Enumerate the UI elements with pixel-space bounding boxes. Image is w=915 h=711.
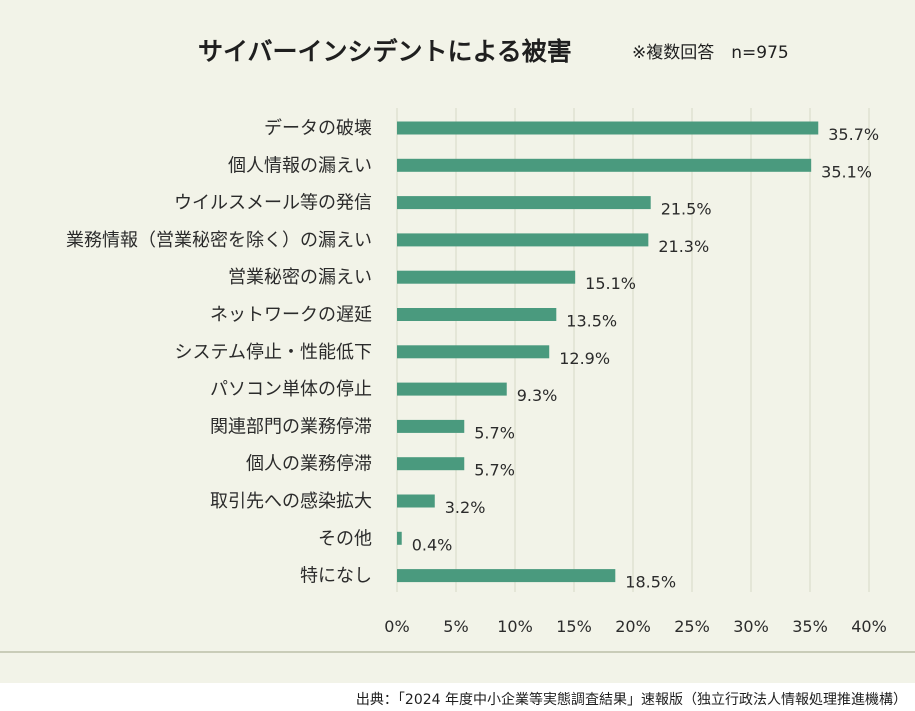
bar: [397, 382, 507, 396]
value-label: 35.7%: [828, 125, 879, 144]
value-label: 15.1%: [585, 274, 636, 293]
chart-title: サイバーインシデントによる被害: [198, 37, 572, 66]
value-label: 9.3%: [517, 386, 558, 405]
x-tick-label: 15%: [556, 617, 592, 636]
category-label: 取引先への感染拡大: [210, 491, 372, 512]
panel-divider: [0, 651, 915, 653]
bar: [397, 233, 649, 247]
category-label: 個人の業務停滞: [246, 454, 372, 475]
category-label: 営業秘密の漏えい: [228, 267, 372, 288]
value-label: 12.9%: [559, 349, 610, 368]
x-tick-label: 30%: [733, 617, 769, 636]
category-label: 特になし: [300, 566, 372, 587]
bar: [397, 569, 616, 583]
value-label: 18.5%: [625, 573, 676, 592]
category-label: パソコン単体の停止: [210, 379, 372, 400]
category-label: 個人情報の漏えい: [228, 155, 372, 176]
x-tick-label: 5%: [443, 617, 468, 636]
value-label: 21.5%: [661, 200, 712, 219]
bar: [397, 457, 465, 471]
bar: [397, 494, 435, 508]
bar: [397, 308, 557, 321]
category-label: 業務情報（営業秘密を除く）の漏えい: [66, 230, 372, 251]
bar: [397, 270, 576, 284]
x-tick-label: 25%: [674, 617, 710, 636]
value-label: 0.4%: [412, 535, 453, 554]
value-label: 3.2%: [445, 498, 486, 517]
x-tick-label: 10%: [497, 617, 533, 636]
category-label: ネットワークの遅延: [210, 305, 372, 326]
category-label: 関連部門の業務停滞: [210, 416, 372, 437]
bar: [397, 158, 812, 172]
value-label: 21.3%: [658, 237, 709, 256]
bar: [397, 531, 402, 545]
bar: [397, 419, 465, 433]
category-label: システム停止・性能低下: [175, 342, 372, 363]
value-label: 13.5%: [566, 312, 617, 331]
source-citation: 出典：「2024 年度中小企業等実態調査結果」速報版（独立行政法人情報処理推進機…: [355, 692, 907, 708]
bar-chart: 0% 5% 10% 15% 20% 25% 30% 35% 40% データの破壊 35.7% 個人情報…: [66, 108, 887, 636]
bar: [397, 345, 550, 359]
respondent-note: ※複数回答 n=975: [632, 43, 789, 63]
value-label: 5.7%: [474, 423, 515, 442]
value-label: 35.1%: [821, 162, 872, 181]
bar: [397, 196, 651, 210]
category-label: ウイルスメール等の発信: [174, 193, 372, 214]
category-label: その他: [318, 528, 372, 549]
x-tick-label: 20%: [615, 617, 651, 636]
x-tick-label: 40%: [851, 617, 887, 636]
x-tick-label: 35%: [792, 617, 828, 636]
x-tick-label: 0%: [384, 617, 409, 636]
category-label: データの破壊: [264, 118, 372, 139]
bar: [397, 121, 819, 135]
value-label: 5.7%: [474, 461, 515, 480]
